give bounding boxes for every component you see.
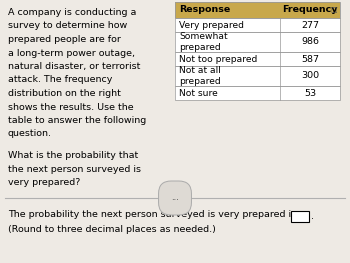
Bar [175, 66, 340, 86]
Bar [291, 211, 309, 222]
Text: shows the results. Use the: shows the results. Use the [8, 103, 134, 112]
Bar [0, 0, 350, 198]
Text: 587: 587 [301, 54, 319, 63]
Text: prepared people are for: prepared people are for [8, 35, 121, 44]
Text: question.: question. [8, 129, 52, 139]
Text: (Round to three decimal places as needed.): (Round to three decimal places as needed… [8, 225, 216, 234]
Bar [175, 32, 340, 52]
Bar [175, 86, 340, 100]
Text: Response: Response [179, 6, 230, 14]
Text: Somewhat
prepared: Somewhat prepared [179, 32, 228, 52]
Text: □: □ [331, 7, 337, 13]
Text: 986: 986 [301, 38, 319, 47]
Text: 300: 300 [301, 72, 319, 80]
Bar [0, 198, 350, 263]
Text: table to answer the following: table to answer the following [8, 116, 146, 125]
Text: the next person surveyed is: the next person surveyed is [8, 164, 141, 174]
Bar [175, 52, 340, 66]
Bar [175, 66, 340, 86]
Text: attack. The frequency: attack. The frequency [8, 75, 112, 84]
Text: 277: 277 [301, 21, 319, 29]
Text: survey to determine how: survey to determine how [8, 22, 127, 31]
Bar [175, 2, 340, 18]
Text: Frequency: Frequency [282, 6, 338, 14]
Text: 53: 53 [304, 89, 316, 98]
Text: What is the probability that: What is the probability that [8, 151, 138, 160]
Text: .: . [311, 212, 314, 221]
Text: Not at all
prepared: Not at all prepared [179, 66, 221, 86]
Bar [175, 32, 340, 52]
Text: distribution on the right: distribution on the right [8, 89, 121, 98]
Text: Not sure: Not sure [179, 89, 218, 98]
Text: A company is conducting a: A company is conducting a [8, 8, 136, 17]
Text: natural disaster, or terrorist: natural disaster, or terrorist [8, 62, 140, 71]
Text: Not too prepared: Not too prepared [179, 54, 257, 63]
Bar [175, 18, 340, 32]
Bar [175, 18, 340, 32]
Text: very prepared?: very prepared? [8, 178, 80, 187]
Text: a long-term power outage,: a long-term power outage, [8, 48, 135, 58]
Bar [175, 2, 340, 18]
Text: The probability the next person surveyed is very prepared is: The probability the next person surveyed… [8, 210, 296, 219]
Text: ...: ... [171, 194, 179, 203]
Text: Very prepared: Very prepared [179, 21, 244, 29]
Bar [175, 52, 340, 66]
Bar [175, 86, 340, 100]
